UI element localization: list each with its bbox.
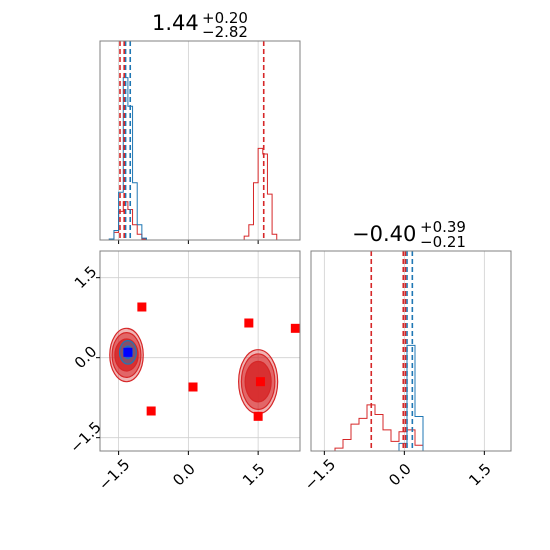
title-param-1-upper: +0.20	[202, 9, 248, 27]
marker-5	[253, 411, 263, 421]
hist-blue-y	[311, 344, 511, 452]
title-param-1-lower: −2.82	[202, 23, 248, 41]
title-param-1-median: 1.44	[152, 11, 199, 35]
marker-4	[146, 406, 156, 416]
frame-right	[310, 250, 512, 452]
marginal-x-panel	[99, 40, 301, 244]
hist-blue-x	[100, 77, 300, 241]
right-x-tick-label: 0.0	[385, 460, 415, 490]
joint-y-tick-label: 1.5	[71, 263, 101, 293]
marginal-y-tick-labels: −1.5 0.0 1.5	[301, 455, 495, 493]
joint-y-tick-label: 0.0	[71, 343, 101, 373]
marker-1	[244, 318, 254, 328]
title-param-2-upper: +0.39	[420, 218, 466, 236]
title-param-2-lower: −0.21	[420, 233, 466, 251]
marker-2	[290, 323, 300, 333]
joint-x-tick-label: 1.5	[239, 460, 269, 490]
marker-6	[255, 377, 265, 387]
marginal-y-panel	[310, 250, 512, 455]
frame-joint	[99, 250, 301, 452]
joint-x-tick-label: 0.0	[169, 460, 199, 490]
marker-7	[123, 347, 133, 357]
joint-x-tick-labels: −1.5 0.0 1.5	[95, 455, 269, 493]
joint-panel	[96, 250, 301, 455]
joint-y-tick-labels: −1.50.01.5	[66, 263, 104, 457]
frame-top	[99, 40, 301, 241]
right-x-tick-label: 1.5	[465, 460, 495, 490]
right-x-tick-label: −1.5	[301, 455, 339, 493]
joint-x-tick-label: −1.5	[95, 455, 133, 493]
marker-3	[188, 382, 198, 392]
marker-0	[137, 302, 147, 312]
hist-red-y	[311, 404, 511, 452]
title-param-2-median: −0.40	[352, 222, 416, 246]
